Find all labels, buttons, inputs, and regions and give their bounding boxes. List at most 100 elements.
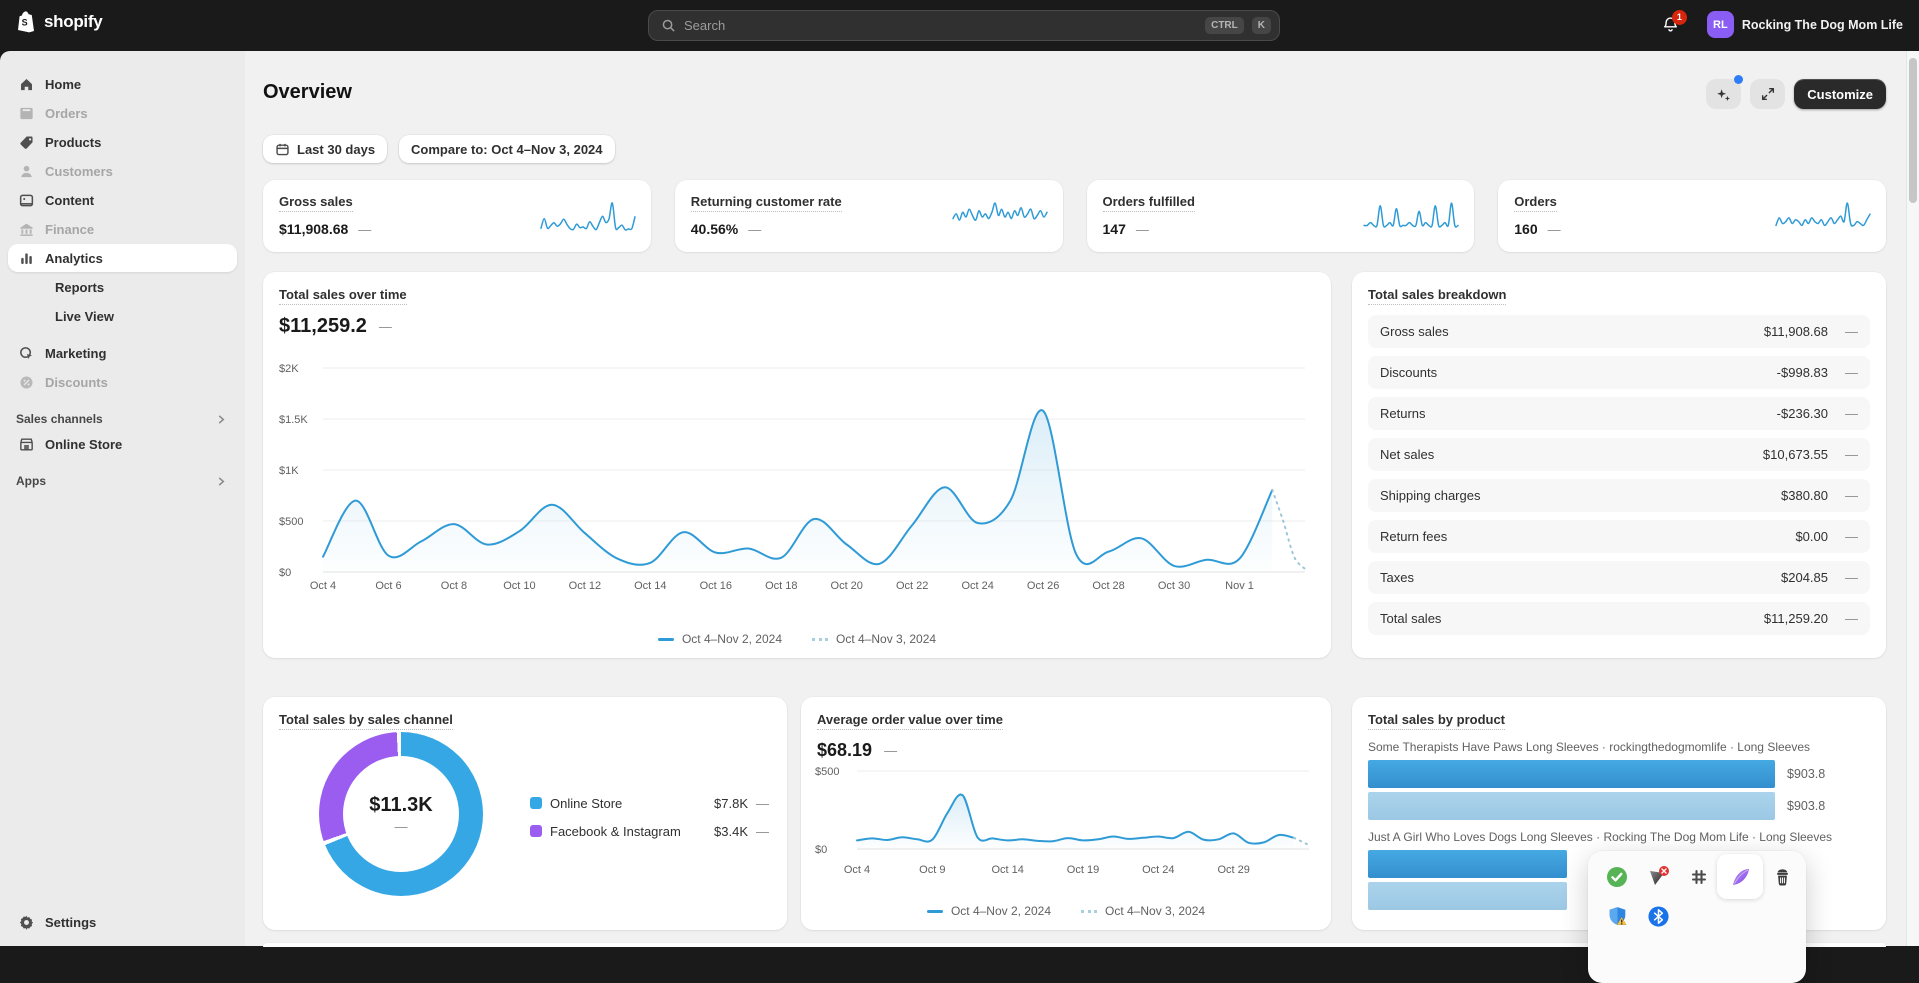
y-axis-tick: $0 (279, 567, 291, 579)
bank-icon (18, 221, 35, 238)
breakdown-row-taxes[interactable]: Taxes$204.85— (1368, 561, 1870, 594)
media-icon (18, 192, 35, 209)
sparkline-path (541, 203, 635, 230)
fullscreen-button[interactable] (1750, 79, 1785, 109)
bar-chart-icon (18, 250, 35, 267)
breakdown-row-total-sales[interactable]: Total sales$11,259.20— (1368, 602, 1870, 635)
breakdown-row-shipping[interactable]: Shipping charges$380.80— (1368, 479, 1870, 512)
x-axis-tick: Oct 6 (375, 580, 401, 592)
scrollbar-track[interactable] (1906, 51, 1919, 946)
panel-title[interactable]: Total sales over time (279, 287, 407, 305)
total-sales-panel: Total sales over time $11,259.2 — $2K$1.… (263, 272, 1331, 658)
extensions-popup (1588, 851, 1806, 983)
page-title: Overview (263, 81, 352, 104)
scrollbar-thumb[interactable] (1909, 58, 1917, 203)
trend-dash: — (1548, 222, 1561, 237)
sidebar-item-reports[interactable]: Reports (8, 273, 237, 301)
vpn-error-icon[interactable] (1645, 864, 1671, 890)
sparkle-icon (1715, 86, 1732, 103)
y-axis-tick: $2K (279, 363, 299, 375)
trend-dash: — (379, 319, 392, 334)
sidebar-item-discounts[interactable]: Discounts (8, 368, 237, 396)
trash-icon[interactable] (1769, 864, 1795, 890)
bluetooth-icon[interactable] (1645, 903, 1671, 929)
projection-line (1294, 838, 1309, 845)
chart-legend: Oct 4–Nov 2, 2024 Oct 4–Nov 3, 2024 (263, 632, 1331, 646)
x-axis-tick: Oct 24 (961, 580, 993, 592)
sidebar-item-online-store[interactable]: Online Store (8, 430, 237, 458)
y-axis-tick: $500 (279, 516, 303, 528)
sidebar-section-apps[interactable]: Apps (16, 474, 227, 488)
shopify-logo[interactable]: S shopify (16, 10, 102, 34)
approved-check-icon[interactable] (1604, 864, 1630, 890)
sidebar-item-products[interactable]: Products (8, 128, 237, 156)
x-axis-tick: Oct 14 (634, 580, 666, 592)
legend-swatch (530, 797, 542, 809)
x-axis-tick: Oct 14 (991, 864, 1023, 876)
shield-warning-icon[interactable] (1604, 903, 1630, 929)
sparkline-chart (1362, 198, 1460, 236)
panel-title[interactable]: Total sales by sales channel (279, 712, 453, 730)
sidebar-item-orders[interactable]: Orders (8, 99, 237, 127)
chevron-right-icon (216, 414, 227, 425)
sidebar-item-analytics[interactable]: Analytics (8, 244, 237, 272)
breakdown-row-discounts[interactable]: Discounts-$998.83— (1368, 356, 1870, 389)
sidebar-item-marketing[interactable]: Marketing (8, 339, 237, 367)
product-name: Some Therapists Have Paws Long Sleeves ·… (1368, 740, 1870, 754)
storefront-icon (18, 436, 35, 453)
account-menu[interactable]: RL Rocking The Dog Mom Life (1701, 8, 1909, 41)
sidebar-section-sales-channels[interactable]: Sales channels (16, 412, 227, 426)
metric-card-orders[interactable]: Orders 160 — (1498, 180, 1886, 252)
notification-badge: 1 (1672, 10, 1687, 25)
breakdown-row-net-sales[interactable]: Net sales$10,673.55— (1368, 438, 1870, 471)
breakdown-row-returns[interactable]: Returns-$236.30— (1368, 397, 1870, 430)
sidebar-item-content[interactable]: Content (8, 186, 237, 214)
sidebar-item-finance[interactable]: Finance (8, 215, 237, 243)
panel-title[interactable]: Total sales breakdown (1368, 287, 1506, 305)
sparkline-chart (951, 198, 1049, 236)
donut-total: $11.3K (369, 794, 432, 817)
chart-legend: Oct 4–Nov 2, 2024 Oct 4–Nov 3, 2024 (801, 904, 1331, 918)
svg-text:S: S (22, 18, 28, 28)
legend-item-online-store[interactable]: Online Store $7.8K — (530, 793, 769, 813)
search-placeholder: Search (684, 18, 1197, 33)
header-actions: Customize (1706, 79, 1886, 109)
sidebar-item-live-view[interactable]: Live View (8, 302, 237, 330)
notifications-button[interactable]: 1 (1655, 9, 1687, 41)
channel-legend: Online Store $7.8K — Facebook & Instagra… (530, 793, 769, 849)
metric-value: 40.56% (691, 221, 738, 237)
legend-solid-swatch (927, 910, 943, 913)
main-content: Overview Customize Last 30 days Compare … (245, 51, 1919, 946)
metric-card-returning-rate[interactable]: Returning customer rate 40.56% — (675, 180, 1063, 252)
metric-value: 147 (1103, 221, 1126, 237)
aov-value: $68.19 (817, 740, 872, 761)
customize-button[interactable]: Customize (1794, 79, 1886, 109)
panel-title[interactable]: Average order value over time (817, 712, 1003, 730)
metric-card-orders-fulfilled[interactable]: Orders fulfilled 147 — (1087, 180, 1475, 252)
y-axis-tick: $1.5K (279, 414, 308, 426)
compare-button[interactable]: Compare to: Oct 4–Nov 3, 2024 (399, 135, 614, 163)
sidebar-item-customers[interactable]: Customers (8, 157, 237, 185)
x-axis-tick: Oct 12 (569, 580, 601, 592)
legend-item-facebook-instagram[interactable]: Facebook & Instagram $3.4K — (530, 821, 769, 841)
sparkline-chart (539, 198, 637, 236)
metric-value: $11,908.68 (279, 221, 348, 237)
product-bar-current: $903.8 (1368, 760, 1870, 788)
sidebar: Home Orders Products Customers Content F… (0, 51, 245, 946)
breakdown-row-return-fees[interactable]: Return fees$0.00— (1368, 520, 1870, 553)
shortcut-ctrl-key: CTRL (1205, 17, 1244, 34)
x-axis-tick: Oct 9 (919, 864, 945, 876)
search-input[interactable]: Search CTRL K (648, 10, 1280, 41)
sidebar-item-home[interactable]: Home (8, 70, 237, 98)
feather-icon[interactable] (1728, 864, 1754, 890)
sidebar-item-settings[interactable]: Settings (8, 908, 237, 936)
extension-puzzle-icon[interactable] (1686, 864, 1712, 890)
date-range-button[interactable]: Last 30 days (263, 135, 387, 163)
breakdown-row-gross-sales[interactable]: Gross sales$11,908.68— (1368, 315, 1870, 348)
metric-card-gross-sales[interactable]: Gross sales $11,908.68 — (263, 180, 651, 252)
magic-insights-button[interactable] (1706, 79, 1741, 109)
donut-chart: $11.3K — (319, 732, 483, 896)
panel-title[interactable]: Total sales by product (1368, 712, 1505, 730)
